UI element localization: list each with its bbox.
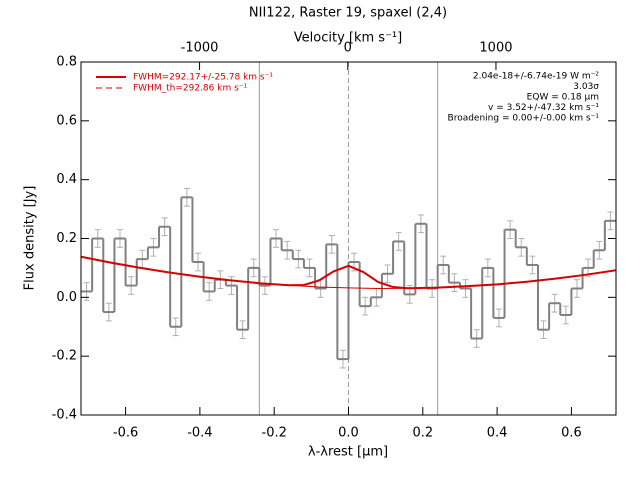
annotation: 2.04e-18+/-6.74e-19 W m⁻² <box>473 72 600 82</box>
annotation: v = 3.52+/-47.32 km s⁻¹ <box>488 103 599 113</box>
annotation: Broadening = 0.00+/-0.00 km s⁻¹ <box>448 114 600 124</box>
x-tick-label: 0.6 <box>561 426 582 441</box>
top-tick-label: 0 <box>344 41 352 56</box>
y-tick-label: -0.2 <box>52 349 77 364</box>
chart-title: NII122, Raster 19, spaxel (2,4) <box>249 6 447 21</box>
x-tick-label: 0.2 <box>412 426 433 441</box>
top-tick-label: 1000 <box>479 41 512 56</box>
x-tick-label: 0.4 <box>487 426 508 441</box>
x-tick-label: -0.2 <box>262 426 287 441</box>
y-tick-label: -0.4 <box>52 408 77 423</box>
y-tick-label: 0.2 <box>56 231 77 246</box>
y-tick-label: 0.0 <box>56 290 77 305</box>
y-tick-label: 0.8 <box>56 55 77 70</box>
top-tick-label: -1000 <box>181 41 219 56</box>
x-tick-label: -0.4 <box>187 426 212 441</box>
x-tick-label: 0.0 <box>338 426 359 441</box>
y-axis-label: Flux density [Jy] <box>23 186 38 291</box>
annotation: EQW = 0.18 μm <box>527 93 599 103</box>
top-axis-label: Velocity [km s⁻¹] <box>294 31 402 46</box>
legend-label: FWHM=292.17+/-25.78 km s⁻¹ <box>133 73 273 83</box>
x-tick-label: -0.6 <box>113 426 138 441</box>
legend-label: FWHM_th=292.86 km s⁻¹ <box>133 84 248 94</box>
y-tick-label: 0.6 <box>56 113 77 128</box>
annotation: 3.03σ <box>573 82 599 92</box>
fit-line <box>80 256 617 290</box>
x-axis-label: λ-λrest [μm] <box>308 445 388 460</box>
y-tick-label: 0.4 <box>56 172 77 187</box>
